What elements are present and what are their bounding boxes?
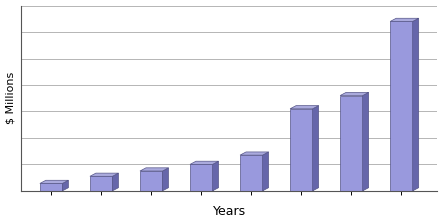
Polygon shape [340, 92, 369, 96]
Bar [90, 176, 113, 191]
Polygon shape [163, 168, 168, 191]
Polygon shape [240, 152, 268, 155]
Polygon shape [40, 180, 68, 183]
Bar [390, 22, 413, 191]
Bar [340, 96, 363, 191]
Polygon shape [313, 106, 319, 191]
Polygon shape [363, 92, 369, 191]
Polygon shape [213, 161, 218, 191]
Y-axis label: $ Millions: $ Millions [6, 72, 16, 124]
Polygon shape [62, 180, 68, 191]
Polygon shape [140, 168, 168, 171]
Bar [290, 109, 313, 191]
Bar [190, 164, 213, 191]
Bar [40, 183, 62, 191]
Polygon shape [390, 18, 419, 22]
Polygon shape [290, 106, 319, 109]
Polygon shape [113, 173, 118, 191]
X-axis label: Years: Years [213, 205, 246, 218]
Bar [140, 171, 163, 191]
Polygon shape [190, 161, 218, 164]
Polygon shape [90, 173, 118, 176]
Bar [240, 155, 263, 191]
Polygon shape [413, 18, 419, 191]
Polygon shape [263, 152, 268, 191]
